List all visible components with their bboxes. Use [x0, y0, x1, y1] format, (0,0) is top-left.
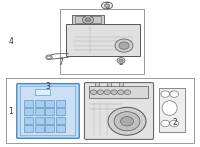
- Circle shape: [82, 16, 94, 24]
- Circle shape: [118, 90, 124, 95]
- Circle shape: [161, 120, 170, 127]
- Bar: [24, 108, 33, 115]
- FancyBboxPatch shape: [17, 84, 79, 138]
- Bar: [95, 82, 99, 86]
- Bar: [35, 89, 50, 95]
- FancyBboxPatch shape: [84, 83, 154, 139]
- Circle shape: [97, 90, 104, 95]
- Bar: [56, 100, 65, 107]
- Circle shape: [119, 59, 123, 62]
- Bar: [107, 82, 111, 86]
- Circle shape: [85, 18, 91, 22]
- Circle shape: [119, 42, 129, 49]
- Text: 5: 5: [119, 58, 123, 67]
- Bar: [56, 108, 65, 115]
- Text: 7: 7: [59, 58, 63, 67]
- Bar: [119, 82, 123, 86]
- Bar: [24, 100, 33, 107]
- Bar: [56, 117, 65, 124]
- Bar: [24, 117, 33, 124]
- Bar: [45, 117, 54, 124]
- Text: 2: 2: [173, 117, 177, 127]
- Circle shape: [121, 117, 133, 126]
- Bar: [24, 125, 33, 132]
- Bar: [159, 88, 185, 132]
- Bar: [66, 24, 140, 56]
- Bar: [35, 117, 44, 124]
- Circle shape: [47, 56, 51, 59]
- Bar: [89, 86, 148, 98]
- Circle shape: [117, 58, 125, 64]
- Circle shape: [161, 91, 170, 97]
- Circle shape: [111, 90, 117, 95]
- Bar: [56, 125, 65, 132]
- Circle shape: [104, 90, 110, 95]
- Bar: [60, 9, 144, 74]
- Circle shape: [114, 112, 140, 131]
- Circle shape: [108, 107, 146, 135]
- Bar: [45, 125, 54, 132]
- Circle shape: [115, 39, 133, 52]
- Bar: [35, 108, 44, 115]
- Bar: [45, 108, 54, 115]
- Ellipse shape: [102, 2, 112, 9]
- Text: 3: 3: [46, 82, 50, 91]
- Text: 4: 4: [9, 37, 13, 46]
- Text: 6: 6: [105, 2, 109, 11]
- Ellipse shape: [162, 101, 177, 115]
- Bar: [72, 15, 104, 24]
- Circle shape: [170, 91, 179, 97]
- Circle shape: [170, 120, 179, 127]
- Bar: [35, 100, 44, 107]
- Circle shape: [46, 55, 52, 60]
- Ellipse shape: [104, 4, 110, 7]
- Bar: [35, 125, 44, 132]
- Circle shape: [90, 90, 97, 95]
- Bar: [6, 78, 194, 143]
- Circle shape: [124, 90, 131, 95]
- Bar: [45, 100, 54, 107]
- Bar: [75, 16, 101, 23]
- Text: 1: 1: [9, 107, 13, 116]
